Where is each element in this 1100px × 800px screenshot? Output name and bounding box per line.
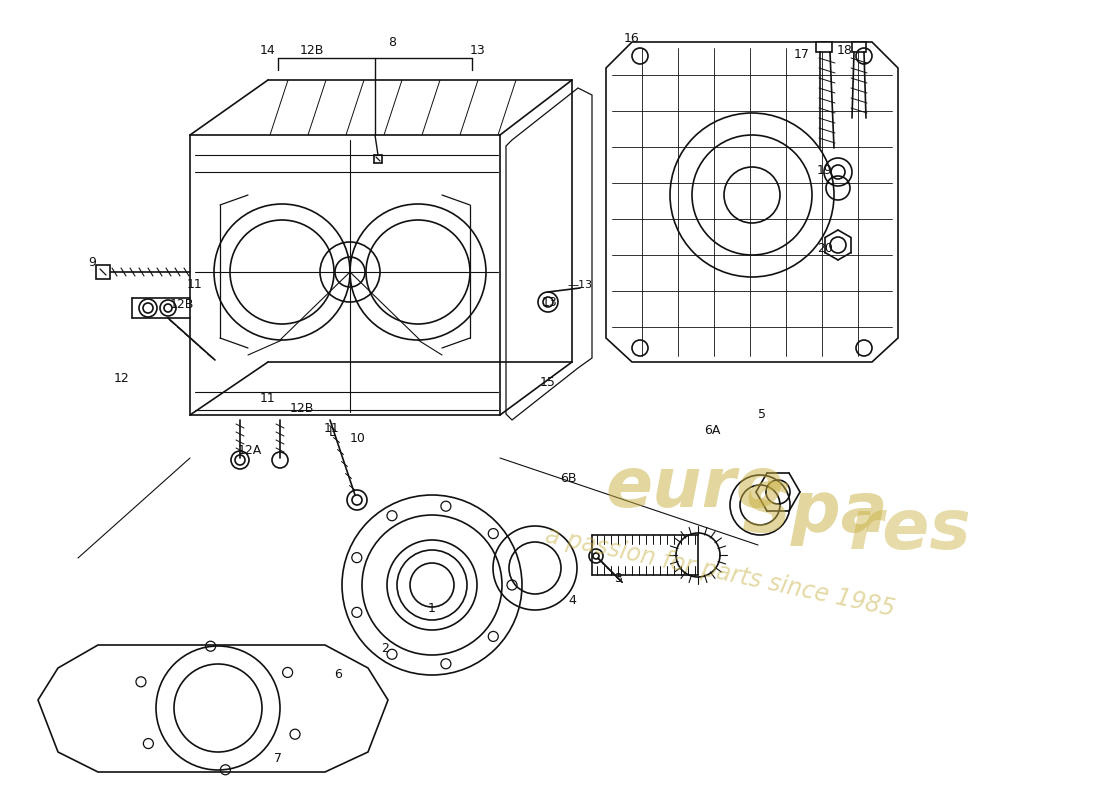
Text: 5: 5	[758, 409, 766, 422]
Text: 14: 14	[260, 43, 276, 57]
Text: a passion for parts since 1985: a passion for parts since 1985	[543, 523, 896, 621]
Polygon shape	[816, 42, 832, 52]
Text: euro: euro	[606, 454, 784, 522]
Text: 17: 17	[794, 49, 810, 62]
Text: —13: —13	[568, 280, 593, 290]
Text: 16: 16	[624, 31, 640, 45]
Text: 13: 13	[470, 43, 486, 57]
Text: 10: 10	[350, 431, 366, 445]
Text: 6: 6	[334, 669, 342, 682]
Text: 12B: 12B	[300, 43, 324, 57]
Text: 12A: 12A	[238, 443, 262, 457]
Text: 11: 11	[260, 391, 276, 405]
Text: res: res	[848, 497, 971, 563]
Text: 18: 18	[837, 43, 852, 57]
Text: 12B: 12B	[169, 298, 195, 311]
Text: 7: 7	[274, 751, 282, 765]
Text: 12: 12	[114, 371, 130, 385]
Text: 20: 20	[817, 242, 833, 254]
Text: 15: 15	[540, 375, 556, 389]
Text: 4: 4	[568, 594, 576, 606]
Text: 1: 1	[428, 602, 436, 614]
Text: 3: 3	[614, 571, 622, 585]
Text: 6B: 6B	[560, 471, 576, 485]
Text: Spa: Spa	[741, 478, 889, 546]
Text: 12B: 12B	[289, 402, 315, 414]
Text: 8: 8	[388, 35, 396, 49]
Text: 9: 9	[88, 255, 96, 269]
Polygon shape	[96, 265, 110, 279]
Text: L: L	[329, 426, 336, 438]
Text: 19: 19	[817, 163, 833, 177]
Text: 6A: 6A	[704, 423, 720, 437]
Text: 2: 2	[381, 642, 389, 654]
Polygon shape	[852, 42, 866, 52]
Text: 11: 11	[187, 278, 202, 291]
Text: 11: 11	[324, 422, 340, 434]
Text: 13: 13	[542, 295, 558, 309]
